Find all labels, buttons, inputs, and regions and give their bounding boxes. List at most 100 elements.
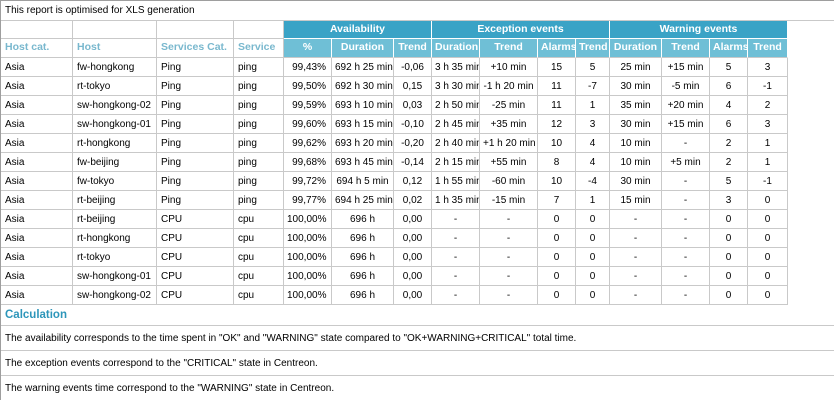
- table-cell: 10 min: [610, 134, 662, 153]
- filler-cell: [788, 210, 834, 229]
- table-cell: Asia: [1, 58, 73, 77]
- table-cell: fw-beijing: [73, 153, 157, 172]
- table-cell: 0: [710, 210, 748, 229]
- table-cell: rt-beijing: [73, 191, 157, 210]
- table-cell: 3: [576, 115, 610, 134]
- table-cell: 2: [748, 96, 788, 115]
- report-note-row: This report is optimised for XLS generat…: [1, 1, 834, 21]
- group-header-availability: Availability: [284, 21, 432, 39]
- table-cell: 0: [748, 248, 788, 267]
- blank-cell: [234, 21, 284, 39]
- table-cell: fw-hongkong: [73, 58, 157, 77]
- table-cell: 6: [710, 77, 748, 96]
- table-cell: 1 h 35 min: [432, 191, 480, 210]
- table-cell: -: [480, 267, 538, 286]
- table-cell: ping: [234, 172, 284, 191]
- table-cell: Ping: [157, 172, 234, 191]
- table-cell: 1: [576, 191, 610, 210]
- table-cell: -: [432, 267, 480, 286]
- table-cell: Asia: [1, 267, 73, 286]
- filler-cell: [788, 58, 834, 77]
- col-header-exception-duration: Duration: [432, 39, 480, 58]
- table-cell: 2 h 40 min: [432, 134, 480, 153]
- table-cell: 100,00%: [284, 229, 332, 248]
- table-cell: -: [432, 229, 480, 248]
- table-cell: 693 h 45 min: [332, 153, 394, 172]
- col-header-exception-alarms-trend: Trend: [576, 39, 610, 58]
- table-cell: -5 min: [662, 77, 710, 96]
- table-cell: 15: [538, 58, 576, 77]
- table-cell: +20 min: [662, 96, 710, 115]
- table-cell: -: [480, 286, 538, 305]
- table-cell: 2: [710, 134, 748, 153]
- table-cell: CPU: [157, 229, 234, 248]
- table-cell: 99,59%: [284, 96, 332, 115]
- table-cell: sw-hongkong-01: [73, 115, 157, 134]
- table-cell: Ping: [157, 134, 234, 153]
- filler-cell: [788, 248, 834, 267]
- table-cell: -60 min: [480, 172, 538, 191]
- table-cell: -: [610, 229, 662, 248]
- table-cell: -: [432, 248, 480, 267]
- table-cell: Ping: [157, 191, 234, 210]
- table-row: Asia fw-beijing Ping ping 99,68% 693 h 45 min…: [1, 153, 834, 172]
- table-cell: 3: [710, 191, 748, 210]
- table-cell: 3: [748, 58, 788, 77]
- table-row: Asia rt-beijing Ping ping 99,77% 694 h 25 min…: [1, 191, 834, 210]
- blank-cell: [157, 21, 234, 39]
- filler-cell: [788, 39, 834, 58]
- table-cell: 693 h 15 min: [332, 115, 394, 134]
- table-cell: 696 h: [332, 248, 394, 267]
- table-cell: 692 h 25 min: [332, 58, 394, 77]
- table-cell: -: [662, 248, 710, 267]
- table-cell: 0,00: [394, 286, 432, 305]
- table-cell: -: [432, 210, 480, 229]
- table-cell: 692 h 30 min: [332, 77, 394, 96]
- table-cell: 5: [710, 58, 748, 77]
- table-cell: Ping: [157, 77, 234, 96]
- table-cell: Asia: [1, 77, 73, 96]
- table-cell: 0: [576, 267, 610, 286]
- table-cell: CPU: [157, 210, 234, 229]
- filler-cell: [788, 153, 834, 172]
- table-cell: rt-tokyo: [73, 248, 157, 267]
- footnote-row: The warning events time correspond to th…: [1, 376, 834, 400]
- filler-cell: [788, 115, 834, 134]
- table-cell: 35 min: [610, 96, 662, 115]
- table-cell: -0,06: [394, 58, 432, 77]
- col-header-host: Host: [73, 39, 157, 58]
- col-header-warning-alarms-trend: Trend: [748, 39, 788, 58]
- blank-cell: [1, 21, 73, 39]
- table-cell: -: [662, 267, 710, 286]
- table-cell: -0,14: [394, 153, 432, 172]
- report-footer: Calculation The availability corresponds…: [1, 305, 834, 400]
- table-cell: -: [480, 210, 538, 229]
- table-cell: 693 h 20 min: [332, 134, 394, 153]
- blank-cell: [73, 21, 157, 39]
- table-cell: 696 h: [332, 267, 394, 286]
- table-cell: ping: [234, 115, 284, 134]
- warning-footnote: The warning events time correspond to th…: [1, 376, 834, 400]
- table-cell: Asia: [1, 248, 73, 267]
- table-cell: Asia: [1, 153, 73, 172]
- table-cell: cpu: [234, 229, 284, 248]
- table-cell: ping: [234, 77, 284, 96]
- table-cell: 30 min: [610, 172, 662, 191]
- table-cell: Ping: [157, 58, 234, 77]
- table-cell: ping: [234, 191, 284, 210]
- table-cell: 3: [748, 115, 788, 134]
- table-row: Asia rt-tokyo Ping ping 99,50% 692 h 30 min 0,…: [1, 77, 834, 96]
- table-cell: 15 min: [610, 191, 662, 210]
- table-cell: 100,00%: [284, 267, 332, 286]
- table-cell: sw-hongkong-01: [73, 267, 157, 286]
- table-cell: 0,02: [394, 191, 432, 210]
- table-cell: rt-beijing: [73, 210, 157, 229]
- table-cell: Asia: [1, 191, 73, 210]
- table-cell: cpu: [234, 267, 284, 286]
- table-cell: Ping: [157, 153, 234, 172]
- table-row: Asia rt-beijing CPU cpu 100,00% 696 h 0,00- -0 0…: [1, 210, 834, 229]
- col-header-availability-percent: %: [284, 39, 332, 58]
- table-cell: 1: [748, 153, 788, 172]
- table-row: Asia sw-hongkong-01 Ping ping 99,60% 693 h 15…: [1, 115, 834, 134]
